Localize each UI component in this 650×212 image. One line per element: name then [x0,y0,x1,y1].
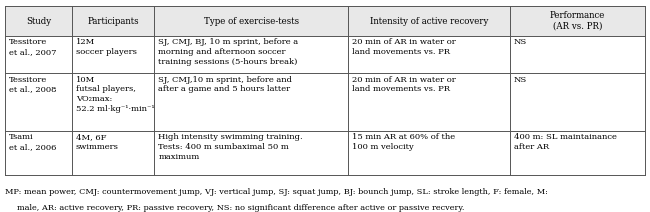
Text: NS: NS [514,38,527,46]
Text: Performance
(AR vs. PR): Performance (AR vs. PR) [550,11,605,31]
Text: male, AR: active recovery, PR: passive recovery, NS: no significant difference a: male, AR: active recovery, PR: passive r… [17,204,464,212]
Bar [5,36,645,73]
Text: SJ, CMJ, BJ, 10 m sprint, before a
morning and afternoon soccer
training session: SJ, CMJ, BJ, 10 m sprint, before a morni… [159,38,298,66]
Text: NS: NS [514,76,527,84]
Text: 15 min AR at 60% of the
100 m velocity: 15 min AR at 60% of the 100 m velocity [352,133,455,151]
Text: High intensity swimming training.
Tests: 400 m sumbaximal 50 m
maximum: High intensity swimming training. Tests:… [159,133,303,161]
Text: 10M
futsal players,
VO₂max:
52.2 ml·kg⁻¹·min⁻¹: 10M futsal players, VO₂max: 52.2 ml·kg⁻¹… [76,76,155,113]
Text: 400 m: SL maintainance
after AR: 400 m: SL maintainance after AR [514,133,617,151]
Text: 20 min of AR in water or
land movements vs. PR: 20 min of AR in water or land movements … [352,76,456,93]
Text: SJ, CMJ,10 m sprint, before and
after a game and 5 hours latter: SJ, CMJ,10 m sprint, before and after a … [159,76,292,93]
Text: Type of exercise-tests: Type of exercise-tests [203,17,298,26]
Text: Tsami
et al., 2006: Tsami et al., 2006 [9,133,57,151]
Text: Tessitore
et al., 2008: Tessitore et al., 2008 [9,76,57,93]
Text: 12M
soccer players: 12M soccer players [76,38,136,56]
Text: MP: mean power, CMJ: countermovement jump, VJ: vertical jump, SJ: squat jump, BJ: MP: mean power, CMJ: countermovement jum… [5,188,548,196]
Bar [5,131,645,175]
Text: Intensity of active recovery: Intensity of active recovery [370,17,488,26]
Bar [5,6,645,36]
Text: Study: Study [26,17,51,26]
Text: Tessitore
et al., 2007: Tessitore et al., 2007 [9,38,57,56]
Text: 4M, 6F
swimmers: 4M, 6F swimmers [76,133,119,151]
Bar [5,73,645,131]
Text: Participants: Participants [87,17,139,26]
Text: 20 min of AR in water or
land movements vs. PR: 20 min of AR in water or land movements … [352,38,456,56]
